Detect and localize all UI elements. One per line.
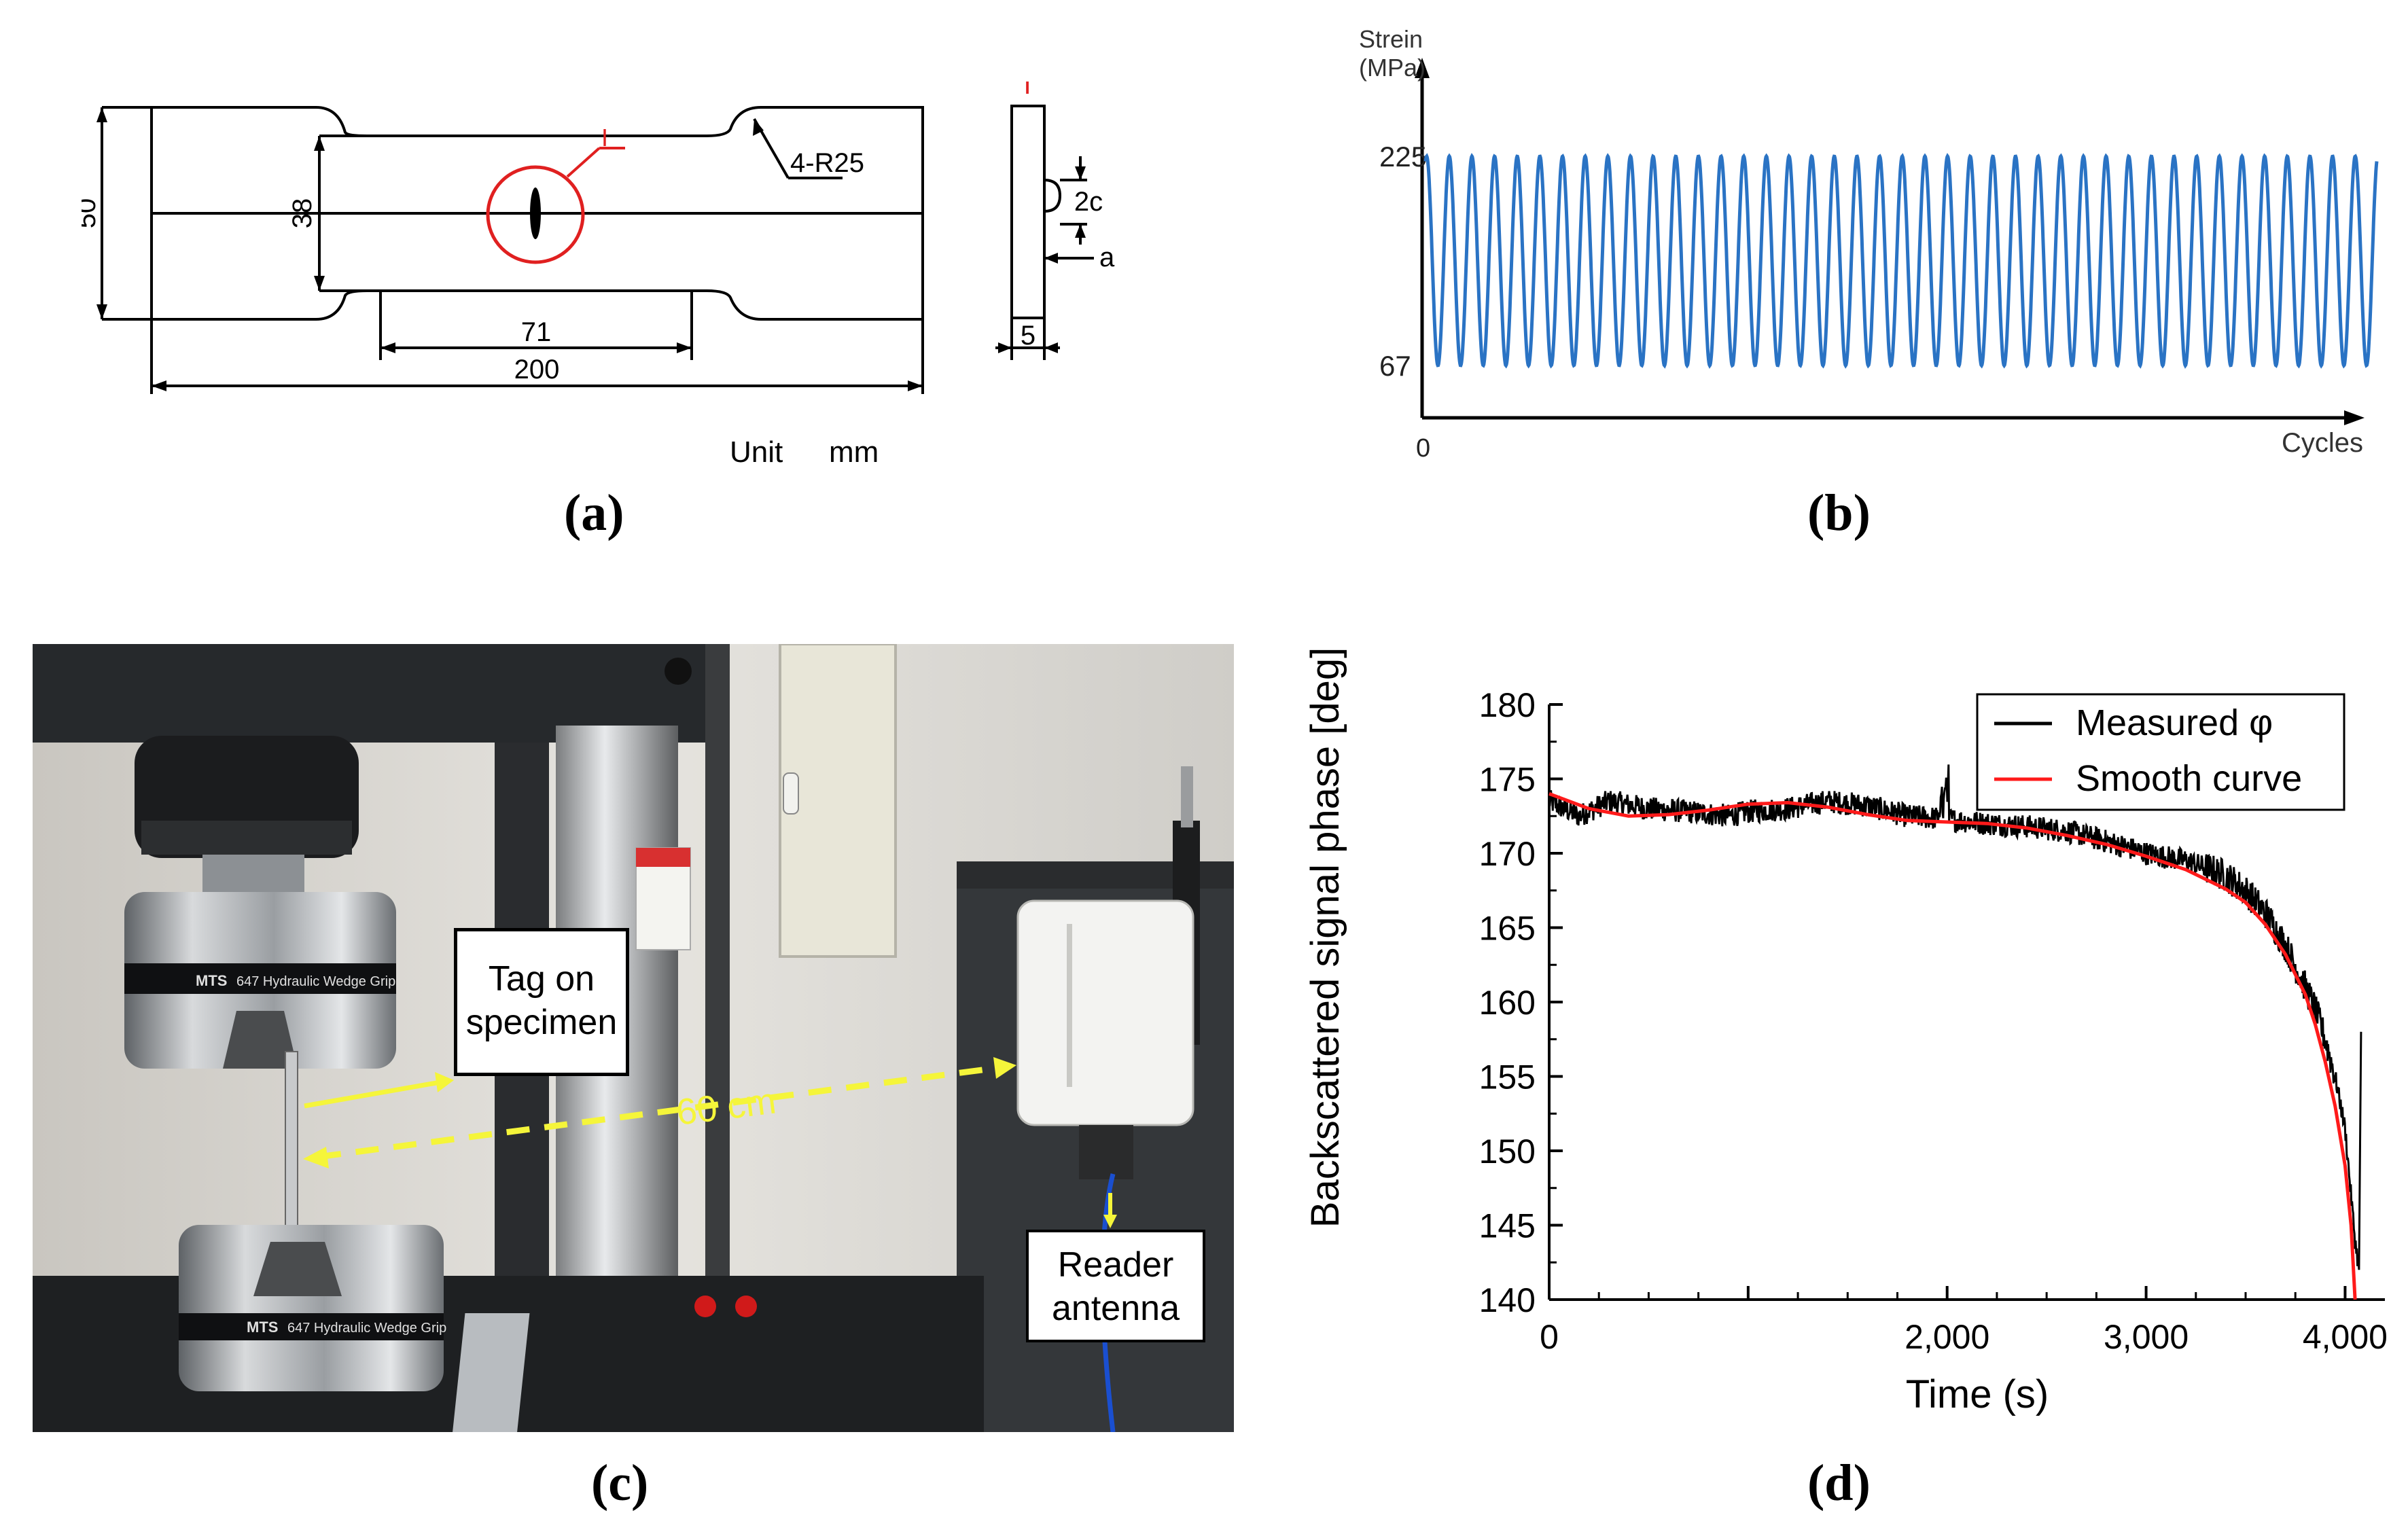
c-reader-line2: antenna xyxy=(1052,1289,1180,1328)
panel-b-chart: Strein (MPa) 225 67 0 Cycles xyxy=(1359,25,2379,463)
c-red-cap-1 xyxy=(694,1296,716,1317)
b-y-arrow xyxy=(1415,58,1430,78)
d-ytick-label-145: 145 xyxy=(1479,1207,1536,1245)
d-ytick-label-175: 175 xyxy=(1479,761,1536,799)
c-frame-bolt xyxy=(665,658,692,685)
d-xtick-label-2000: 2,000 xyxy=(1905,1318,1989,1356)
dim-total-label: 200 xyxy=(514,355,560,385)
unit-value: mm xyxy=(829,435,879,469)
d-series-smooth xyxy=(1548,792,2357,1300)
c-rod xyxy=(705,644,730,1310)
d-ytick-label-140: 140 xyxy=(1479,1281,1536,1319)
c-tag-callout: Tag on specimen xyxy=(454,928,629,1076)
c-red-cap-2 xyxy=(735,1296,757,1317)
b-ylabel-line1: Strein xyxy=(1359,25,1423,53)
c-lower-grip-text: 647 Hydraulic Wedge Grip xyxy=(287,1321,446,1336)
dim-width-label: 50 xyxy=(82,198,101,229)
d-ytick-label-165: 165 xyxy=(1479,910,1536,948)
dim-thickness-label: 5 xyxy=(1021,321,1035,351)
d-xtick-label-4000: 4,000 xyxy=(2303,1318,2388,1356)
c-antenna-mount xyxy=(1181,766,1193,827)
c-lower-grip xyxy=(179,1225,444,1391)
dim-crack-depth-label: a xyxy=(1099,243,1115,272)
d-xtick-label-3000: 3,000 xyxy=(2104,1318,2189,1356)
dim-gauge-label: 71 xyxy=(521,317,552,347)
c-reader-line1: Reader xyxy=(1057,1245,1174,1285)
b-xlabel: Cycles xyxy=(2282,428,2363,458)
b-ylabel-line2: (MPa) xyxy=(1359,54,1426,82)
c-cabinet-handle xyxy=(783,772,799,815)
b-min-tick: 67 xyxy=(1379,350,1411,382)
panel-d-chart: 140 145 150 155 160 165 170 175 180 0 2,000 3,000 4,… xyxy=(1303,647,2388,1416)
detail-marker-a: I xyxy=(601,124,608,151)
d-ytick-label-170: 170 xyxy=(1479,835,1536,873)
d-legend: Measured φ Smooth curve xyxy=(1976,693,2345,811)
c-metal-plate xyxy=(452,1313,530,1432)
c-cabinet xyxy=(779,644,897,958)
d-ytick-label-160: 160 xyxy=(1479,984,1536,1022)
panel-c-photo: MTS 647 Hydraulic Wedge Grip MTS 647 Hyd… xyxy=(33,644,1234,1432)
panel-a-drawing: I I 50 38 71 200 4-R25 5 2c a Unit mm xyxy=(82,82,1115,469)
d-ytick-label-155: 155 xyxy=(1479,1058,1536,1096)
b-sine-series xyxy=(1423,153,2379,369)
legend-label-smooth: Smooth curve xyxy=(2076,758,2302,799)
panel-c-label: (c) xyxy=(591,1454,649,1512)
b-origin-tick: 0 xyxy=(1416,434,1430,463)
d-ytick-label-150: 150 xyxy=(1479,1132,1536,1171)
legend-label-measured: Measured φ xyxy=(2076,702,2273,743)
c-upper-grip-text: 647 Hydraulic Wedge Grip xyxy=(236,974,395,989)
c-tag-line2: specimen xyxy=(465,1003,618,1042)
dim-inner-label: 38 xyxy=(287,198,317,229)
c-tag-line1: Tag on xyxy=(488,959,595,999)
d-series-measured xyxy=(1548,764,2362,1270)
d-xtick-label-0: 0 xyxy=(1540,1318,1559,1356)
c-reader-callout: Reader antenna xyxy=(1026,1230,1205,1342)
d-ytick-label-180: 180 xyxy=(1479,686,1536,724)
detail-marker-side: I xyxy=(1023,82,1031,100)
d-ylabel: Backscattered signal phase [deg] xyxy=(1303,647,1347,1228)
b-max-tick: 225 xyxy=(1379,141,1427,173)
c-upper-grip-brand: MTS xyxy=(196,972,227,989)
panel-d-label: (d) xyxy=(1807,1454,1871,1512)
dim-crack-length-label: 2c xyxy=(1074,187,1103,217)
d-xlabel: Time (s) xyxy=(1906,1372,2049,1416)
panel-a-label: (a) xyxy=(564,484,624,541)
c-tag-arrow xyxy=(304,1079,441,1109)
unit-label: Unit xyxy=(730,435,783,469)
c-lower-grip-brand: MTS xyxy=(247,1319,278,1336)
panel-b-label: (b) xyxy=(1807,484,1871,541)
c-distance-arrow xyxy=(317,1065,998,1160)
c-reader-antenna xyxy=(1016,899,1194,1126)
b-x-arrow xyxy=(2344,410,2365,425)
dim-fillet-label: 4-R25 xyxy=(790,148,864,178)
